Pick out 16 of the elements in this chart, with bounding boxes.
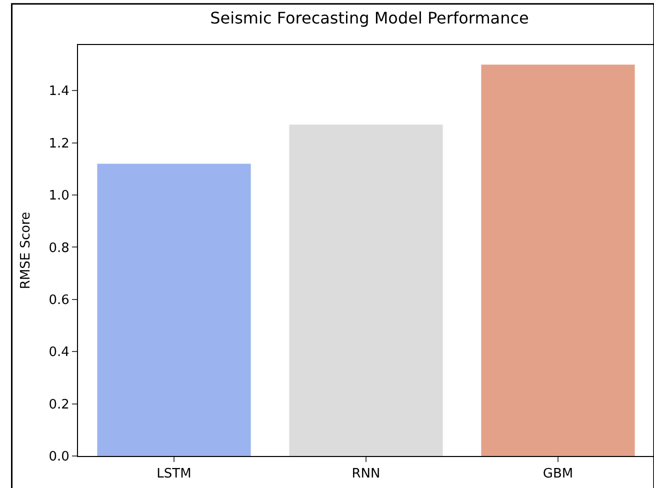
y-tick-label: 0.2: [48, 397, 70, 412]
chart-title: Seismic Forecasting Model Performance: [210, 8, 529, 28]
y-tick-label: 0.4: [48, 345, 70, 360]
bar: [97, 164, 251, 456]
y-axis-title: RMSE Score: [18, 212, 34, 290]
y-tick-label: 0.0: [48, 450, 70, 465]
y-tick-label: 0.8: [48, 240, 70, 256]
y-tick-label: 1.4: [48, 84, 70, 100]
y-tick-label: 1.2: [48, 136, 70, 152]
x-tick-label: RNN: [352, 466, 380, 482]
bar: [289, 124, 443, 456]
y-tick-label: 0.6: [48, 292, 70, 308]
x-tick-label: LSTM: [156, 466, 192, 482]
bar: [481, 64, 635, 456]
y-tick-label: 1.0: [48, 188, 70, 204]
x-tick-label: GBM: [542, 466, 574, 482]
